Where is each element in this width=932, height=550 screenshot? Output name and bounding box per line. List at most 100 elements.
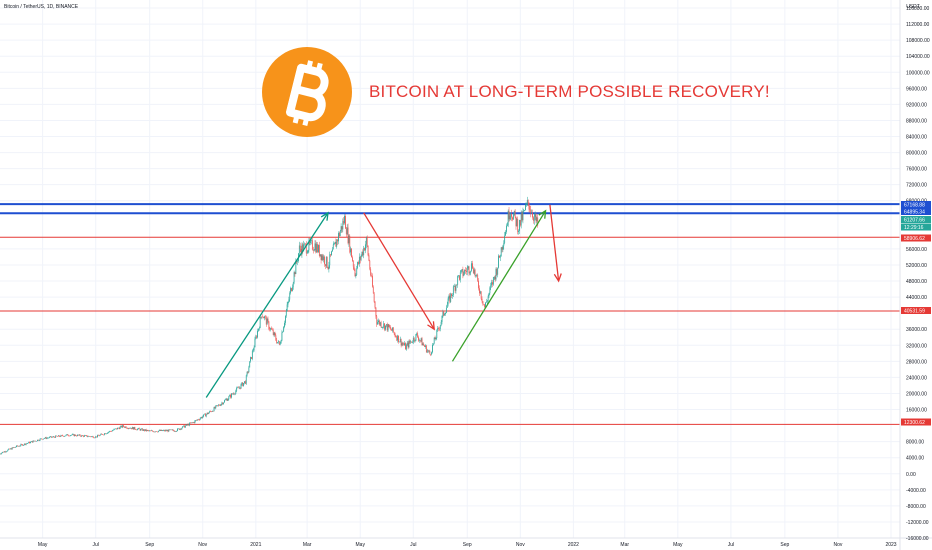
candle-body: [369, 260, 371, 270]
candle-body: [70, 434, 72, 436]
candle-body: [472, 263, 473, 269]
trend-arrow-line[interactable]: [451, 210, 547, 362]
candle-body: [342, 221, 344, 230]
candle-body: [378, 320, 380, 325]
symbol-label[interactable]: Bitcoin / TetherUS, 1D, BINANCE: [4, 4, 79, 10]
trend-arrow-line[interactable]: [363, 212, 435, 330]
candle-body: [439, 328, 440, 330]
candle-body: [78, 434, 80, 436]
candle-body: [437, 328, 439, 331]
candle-body: [418, 337, 419, 341]
trend-arrows[interactable]: [205, 204, 562, 398]
candle-body: [155, 431, 157, 432]
candle-body: [407, 342, 409, 348]
candle-body: [366, 237, 368, 246]
candle-body: [63, 436, 65, 437]
candle-body: [208, 412, 210, 414]
candle-body: [385, 325, 386, 330]
candle-body: [69, 435, 71, 437]
candle-body: [331, 249, 333, 252]
candle-body: [375, 307, 377, 317]
candle-body: [23, 444, 24, 446]
candle-body: [229, 394, 231, 397]
candle-body: [197, 419, 198, 421]
candle-body: [420, 338, 422, 341]
candle-body: [324, 256, 325, 265]
candle-body: [217, 405, 218, 406]
bitcoin-logo: [262, 47, 352, 137]
candle-body: [491, 282, 493, 286]
candle-body: [86, 435, 88, 437]
candle-body: [471, 263, 473, 271]
candle-body: [121, 425, 123, 428]
time-axis[interactable]: May Jul Sep Nov 2021 Mar May Jul Sep Nov 2022 Mar Ma…: [38, 542, 897, 548]
candle-body: [46, 437, 48, 439]
candle-body: [352, 260, 354, 267]
candle-body: [358, 262, 359, 264]
candle-body: [160, 429, 162, 431]
candle-body: [424, 345, 426, 347]
candle-body: [162, 430, 164, 432]
price-tick-label: 52000.00: [906, 263, 927, 269]
trend-arrow-line[interactable]: [205, 212, 329, 398]
candle-body: [345, 216, 346, 229]
candle-body: [464, 270, 466, 274]
candle-body: [231, 393, 232, 398]
candle-body: [526, 200, 528, 204]
trend-arrow-line[interactable]: [549, 204, 560, 282]
candle-body: [323, 256, 325, 261]
candle-body: [10, 448, 11, 450]
candle-body: [295, 260, 297, 275]
candle-body: [225, 398, 227, 400]
candle-body: [392, 327, 393, 331]
candle-body: [92, 436, 94, 438]
candle-body: [288, 299, 290, 302]
candle-body: [413, 337, 415, 341]
candle-body: [419, 340, 421, 341]
candle-body: [403, 344, 405, 346]
candle-body: [211, 411, 212, 412]
candle-body: [361, 251, 363, 256]
candle-body: [291, 287, 293, 292]
candle-body: [50, 436, 52, 438]
candle-body: [523, 210, 525, 212]
price-tick-label: 72000.00: [906, 183, 927, 189]
candle-body: [452, 294, 453, 296]
candle-body: [311, 240, 313, 250]
price-axis[interactable]: 116000.00 112000.00 108000.00 104000.00 1000…: [906, 6, 930, 542]
candle-body: [502, 245, 504, 250]
candle-body: [304, 243, 305, 245]
candle-body: [280, 340, 282, 344]
price-tick-label: 44000.00: [906, 295, 927, 301]
price-tag: [901, 201, 931, 208]
candle-body: [320, 254, 322, 260]
candle-body: [329, 254, 331, 266]
candle-body: [28, 441, 30, 444]
horizontal-levels[interactable]: [0, 203, 900, 425]
arrow-head: [553, 273, 562, 283]
price-tick-label: 4000.00: [906, 456, 924, 462]
candle-body: [351, 248, 352, 258]
candle-body: [148, 430, 150, 432]
candle-body: [227, 399, 229, 401]
candle-body: [441, 315, 443, 322]
candle-body: [152, 431, 154, 432]
candle-body: [105, 433, 107, 435]
candle-body: [236, 387, 238, 391]
candle-body: [193, 422, 195, 423]
candle-body: [529, 209, 531, 211]
price-tick-label: -4000.00: [906, 488, 926, 494]
candle-body: [146, 430, 148, 432]
candle-body: [20, 444, 22, 446]
candle-body: [276, 339, 278, 344]
candle-body: [223, 402, 225, 405]
candle-body: [466, 268, 468, 272]
candle-body: [431, 352, 432, 355]
candle-body: [508, 210, 510, 220]
candle-body: [532, 212, 533, 218]
candle-body: [70, 435, 71, 436]
price-tag: [901, 307, 931, 314]
candle-body: [353, 266, 355, 270]
candle-body: [396, 337, 398, 341]
